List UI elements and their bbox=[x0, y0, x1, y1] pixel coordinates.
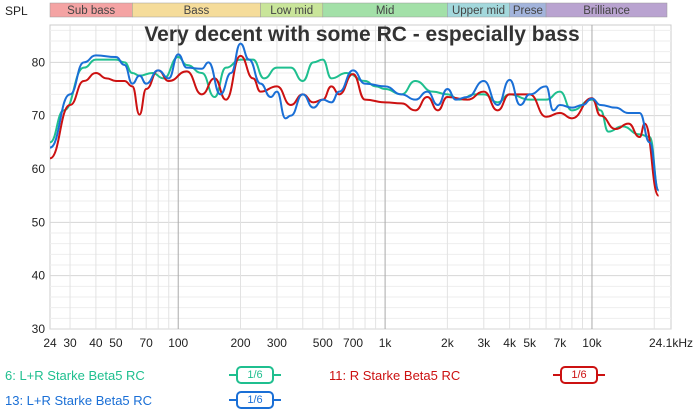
chart-title: Very decent with some RC - especially ba… bbox=[144, 23, 579, 46]
x-tick-label: 2k bbox=[441, 336, 455, 350]
y-tick-label: 50 bbox=[32, 215, 46, 229]
x-tick-label: 3k bbox=[477, 336, 491, 350]
plot-area bbox=[49, 24, 672, 330]
y-tick-label: 80 bbox=[32, 55, 46, 69]
smoothing-badge-series-13[interactable]: 1/6 bbox=[229, 391, 281, 409]
series-line-13 bbox=[49, 42, 660, 192]
x-tick-label: 10k bbox=[582, 336, 602, 350]
series-line-11 bbox=[49, 54, 660, 197]
x-tick-label: 500 bbox=[313, 336, 333, 350]
x-tick-label: 1k bbox=[379, 336, 393, 350]
band-label: Upper mid bbox=[452, 5, 505, 17]
x-tick-label: 40 bbox=[89, 336, 103, 350]
band-label: Low mid bbox=[270, 5, 313, 17]
band-label: Mid bbox=[376, 5, 395, 17]
y-tick-label: 40 bbox=[32, 269, 46, 283]
x-tick-label: 70 bbox=[139, 336, 153, 350]
x-tick-label: 24 bbox=[43, 336, 57, 350]
y-axis-label: SPL bbox=[5, 4, 28, 18]
x-tick-label: 300 bbox=[267, 336, 287, 350]
band-label: Sub bass bbox=[67, 5, 115, 17]
x-tick-label: 24.1kHz bbox=[649, 336, 693, 350]
x-tick-label: 200 bbox=[230, 336, 250, 350]
x-tick-label: 700 bbox=[343, 336, 363, 350]
y-tick-label: 30 bbox=[32, 322, 46, 336]
band-brilliance[interactable] bbox=[545, 2, 668, 18]
x-tick-label: 5k bbox=[523, 336, 537, 350]
smoothing-badge-series-6[interactable]: 1/6 bbox=[229, 366, 281, 384]
x-tick-label: 50 bbox=[109, 336, 123, 350]
x-tick-label: 4k bbox=[503, 336, 517, 350]
frequency-response-chart: Sub bass Bass Low mid Mid Upper mid Prese Bril… bbox=[5, 2, 693, 350]
x-tick-label: 7k bbox=[554, 336, 568, 350]
band-label: Brilliance bbox=[583, 5, 630, 17]
y-tick-label: 70 bbox=[32, 109, 46, 123]
band-label: Prese bbox=[513, 5, 543, 17]
series-line-6 bbox=[49, 55, 660, 192]
smoothing-badge-series-11[interactable]: 1/6 bbox=[553, 366, 605, 384]
legend-label-series-11[interactable]: 11: R Starke Beta5 RC bbox=[329, 368, 461, 383]
x-tick-label: 100 bbox=[168, 336, 188, 350]
legend-label-series-13[interactable]: 13: L+R Starke Beta5 RC bbox=[5, 393, 153, 408]
band-label: Bass bbox=[184, 5, 210, 17]
legend-label-series-6[interactable]: 6: L+R Starke Beta5 RC bbox=[5, 368, 145, 383]
x-tick-label: 30 bbox=[63, 336, 77, 350]
y-tick-label: 60 bbox=[32, 162, 46, 176]
